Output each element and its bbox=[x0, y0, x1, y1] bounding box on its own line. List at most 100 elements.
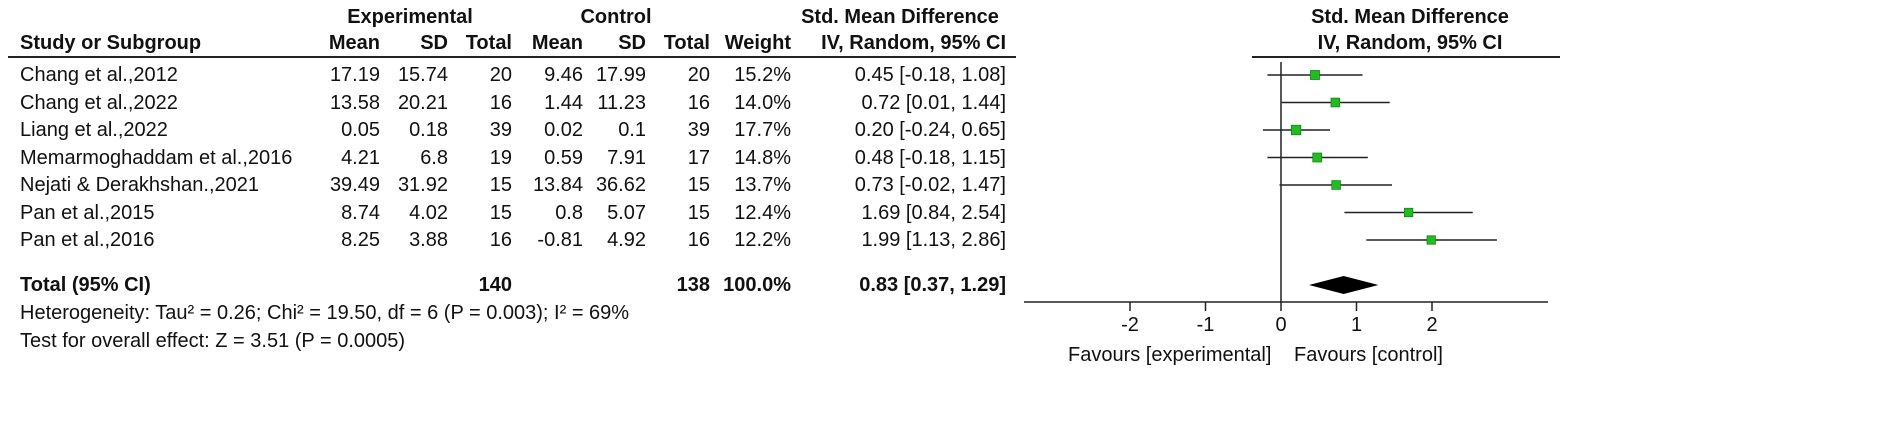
row-ctl-total: 15 bbox=[687, 201, 710, 224]
row-name: Nejati & Derakhshan.,2021 bbox=[20, 174, 260, 196]
row-ctl-sd: 5.07 bbox=[607, 201, 646, 224]
row-exp-sd: 0.18 bbox=[409, 119, 448, 141]
experimental-group-header: Experimental bbox=[347, 6, 473, 28]
row-ci-text: 1.69 [0.84, 2.54] bbox=[861, 201, 1006, 224]
row-exp-mean: 8.74 bbox=[341, 201, 380, 224]
row-exp-total: 16 bbox=[489, 91, 512, 114]
row-ctl-mean: 0.59 bbox=[544, 146, 583, 169]
x-tick-label: 2 bbox=[1426, 314, 1437, 336]
row-weight: 15.2% bbox=[734, 64, 791, 86]
total-ci-text: 0.83 [0.37, 1.29] bbox=[859, 274, 1006, 296]
row-ci-text: 0.20 [-0.24, 0.65] bbox=[854, 119, 1006, 141]
row-exp-sd: 3.88 bbox=[409, 229, 448, 251]
row-weight: 13.7% bbox=[734, 174, 791, 196]
exp-mean-header: Mean bbox=[328, 32, 380, 54]
exp-total-header: Total bbox=[465, 32, 512, 54]
total-weight: 100.0% bbox=[723, 274, 791, 296]
row-ci-text: 0.45 [-0.18, 1.08] bbox=[854, 64, 1006, 86]
plot-subtitle: IV, Random, 95% CI bbox=[1317, 32, 1503, 54]
row-name: Pan et al.,2016 bbox=[20, 229, 155, 251]
row-exp-total: 15 bbox=[489, 174, 512, 196]
x-tick-label: 0 bbox=[1275, 314, 1286, 336]
row-exp-total: 39 bbox=[489, 119, 512, 141]
study-point-marker bbox=[1330, 97, 1341, 108]
row-ctl-total: 16 bbox=[687, 91, 710, 114]
study-point-marker bbox=[1426, 235, 1436, 245]
row-name: Chang et al.,2012 bbox=[20, 64, 178, 86]
ctl-mean-header: Mean bbox=[531, 32, 583, 54]
row-ctl-sd: 4.92 bbox=[607, 229, 646, 251]
row-weight: 17.7% bbox=[734, 119, 791, 141]
study-point-marker bbox=[1331, 180, 1341, 190]
study-point-marker bbox=[1290, 124, 1302, 136]
row-ctl-mean: 0.8 bbox=[555, 201, 583, 224]
plot-title: Std. Mean Difference bbox=[1311, 6, 1509, 28]
ctl-sd-header: SD bbox=[618, 32, 646, 54]
study-point-marker bbox=[1403, 207, 1414, 218]
row-exp-total: 15 bbox=[489, 201, 512, 224]
x-tick-label: -2 bbox=[1121, 314, 1139, 336]
table-header-rule bbox=[8, 56, 1016, 58]
row-ctl-sd: 7.91 bbox=[607, 146, 646, 169]
row-ci-text: 0.73 [-0.02, 1.47] bbox=[854, 174, 1006, 196]
total-ctl-total: 138 bbox=[676, 274, 710, 296]
ctl-total-header: Total bbox=[663, 32, 710, 54]
row-ci-text: 0.72 [0.01, 1.44] bbox=[861, 91, 1006, 114]
row-exp-mean: 8.25 bbox=[341, 229, 380, 251]
row-exp-mean: 13.58 bbox=[329, 91, 380, 114]
total-exp-total: 140 bbox=[478, 274, 512, 296]
row-name: Liang et al.,2022 bbox=[20, 119, 168, 141]
smd-group-header: Std. Mean Difference bbox=[801, 6, 999, 28]
plot-header-rule bbox=[1252, 56, 1560, 58]
row-ctl-total: 20 bbox=[687, 64, 710, 86]
total-row-label: Total (95% CI) bbox=[20, 274, 151, 296]
study-point-marker bbox=[1310, 70, 1320, 80]
x-tick-label: -1 bbox=[1197, 314, 1215, 336]
row-weight: 12.4% bbox=[734, 201, 791, 224]
row-exp-mean: 17.19 bbox=[329, 64, 380, 86]
row-exp-mean: 4.21 bbox=[341, 146, 380, 169]
exp-sd-header: SD bbox=[420, 32, 448, 54]
row-ctl-sd: 0.1 bbox=[618, 119, 646, 141]
row-weight: 12.2% bbox=[734, 229, 791, 251]
study-point-marker bbox=[1312, 152, 1323, 163]
overall-effect-text: Test for overall effect: Z = 3.51 (P = 0… bbox=[20, 330, 406, 352]
row-ci-text: 0.48 [-0.18, 1.15] bbox=[854, 146, 1006, 169]
row-ctl-sd: 17.99 bbox=[595, 64, 646, 86]
row-ctl-sd: 11.23 bbox=[597, 91, 646, 114]
row-ctl-mean: 13.84 bbox=[532, 174, 583, 196]
favours-experimental-label: Favours [experimental] bbox=[1068, 344, 1272, 366]
row-exp-total: 19 bbox=[489, 146, 512, 169]
ci-column-header: IV, Random, 95% CI bbox=[821, 32, 1006, 54]
row-exp-total: 16 bbox=[489, 229, 512, 251]
row-name: Pan et al.,2015 bbox=[20, 201, 155, 224]
row-exp-sd: 20.21 bbox=[397, 91, 448, 114]
control-group-header: Control bbox=[580, 6, 652, 28]
pooled-effect-diamond bbox=[1308, 276, 1379, 294]
row-exp-total: 20 bbox=[489, 64, 512, 86]
row-exp-sd: 4.02 bbox=[409, 201, 448, 224]
row-ctl-mean: 1.44 bbox=[544, 91, 583, 114]
row-ctl-total: 16 bbox=[687, 229, 710, 251]
row-exp-mean: 0.05 bbox=[341, 119, 380, 141]
row-ctl-mean: -0.81 bbox=[537, 229, 583, 251]
row-exp-mean: 39.49 bbox=[329, 174, 380, 196]
x-tick-label: 1 bbox=[1351, 314, 1362, 336]
heterogeneity-text: Heterogeneity: Tau² = 0.26; Chi² = 19.50… bbox=[20, 302, 630, 324]
row-name: Chang et al.,2022 bbox=[20, 91, 178, 114]
row-exp-sd: 6.8 bbox=[420, 146, 448, 169]
weight-header: Weight bbox=[724, 32, 791, 54]
favours-control-label: Favours [control] bbox=[1294, 344, 1443, 366]
row-ctl-total: 17 bbox=[687, 146, 710, 169]
row-exp-sd: 31.92 bbox=[397, 174, 448, 196]
row-name: Memarmoghaddam et al.,2016 bbox=[20, 146, 293, 169]
row-weight: 14.0% bbox=[734, 91, 791, 114]
row-ctl-mean: 0.02 bbox=[544, 119, 583, 141]
row-ctl-total: 39 bbox=[687, 119, 710, 141]
row-ctl-sd: 36.62 bbox=[595, 174, 646, 196]
study-column-header: Study or Subgroup bbox=[20, 32, 202, 54]
row-ctl-total: 15 bbox=[687, 174, 710, 196]
row-exp-sd: 15.74 bbox=[397, 64, 448, 86]
